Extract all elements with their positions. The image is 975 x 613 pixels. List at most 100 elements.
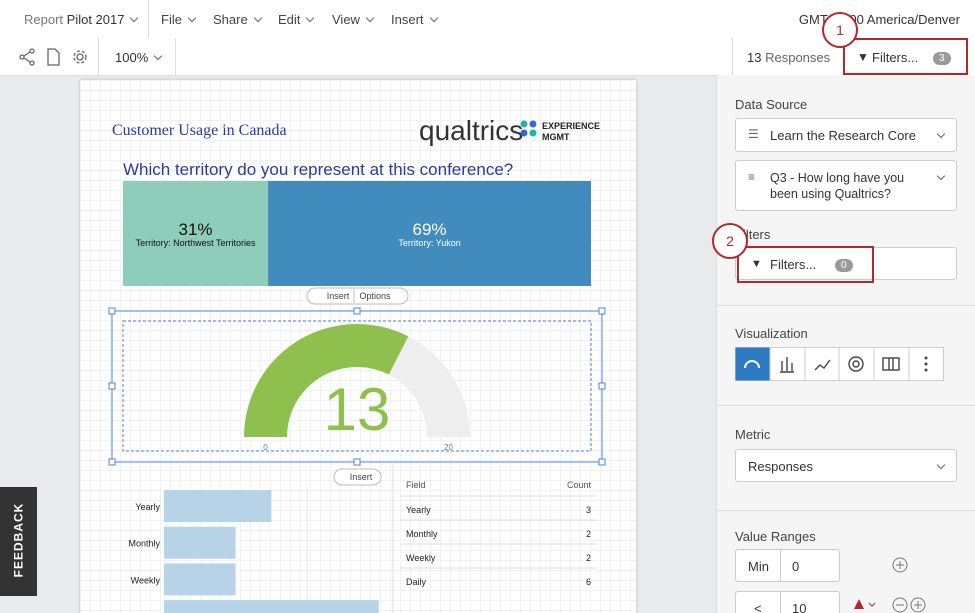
table-cell: 6 <box>586 577 591 587</box>
report-canvas: Customer Usage in Canada qualtrics EXPER… <box>108 115 606 613</box>
menu-item[interactable]: View <box>332 12 373 27</box>
feedback[interactable]: FEEDBACK <box>11 502 26 578</box>
separator <box>717 510 975 511</box>
feedback-tab[interactable]: FEEDBACK <box>0 487 37 596</box>
top-bar: Report Pilot 2017 File Share Edit View I… <box>0 0 975 39</box>
bar <box>164 563 236 596</box>
range-op: < <box>754 601 762 613</box>
min-input[interactable]: Min 0 <box>735 549 840 582</box>
separator <box>732 38 733 75</box>
data-source: Learn the Research Core <box>770 128 916 143</box>
separator <box>148 0 149 38</box>
gauge-fill <box>244 323 409 437</box>
visualization-buttons[interactable] <box>735 347 944 381</box>
report-name: Pilot 2017 <box>66 12 125 27</box>
table-cell: Weekly <box>406 553 436 563</box>
insert[interactable]: Insert <box>327 291 350 301</box>
toolbar-icons[interactable] <box>18 47 93 67</box>
responses-count: 13 <box>747 50 762 65</box>
segment-name: Territory: Northwest Territories <box>136 238 256 248</box>
segment-value: 69% <box>413 220 447 239</box>
menu-item[interactable]: File <box>161 12 195 27</box>
icon: ≡ <box>748 170 756 184</box>
table-cell: 2 <box>586 529 591 539</box>
label: Value Ranges <box>735 529 816 544</box>
insert[interactable]: Insert <box>350 472 373 482</box>
question-select: Q3 - How long have you been using Qualtr… <box>770 171 905 201</box>
table-header: Field <box>406 480 426 490</box>
report-label: Report <box>24 12 64 27</box>
filters-count: 3 <box>933 52 951 65</box>
callout: 1 <box>822 12 858 48</box>
filter-icon: ▼ <box>857 50 869 64</box>
caret <box>931 128 944 143</box>
range-value: 10 <box>792 601 807 613</box>
filters-text: Filters... <box>770 257 817 272</box>
label: Data Source <box>735 97 808 112</box>
gauge-min: 0 <box>263 443 268 452</box>
bar-chart: YearlyMonthlyWeeklyDaily <box>128 490 379 613</box>
bar-label: Yearly <box>135 502 160 512</box>
filter-icon: ▼ <box>751 258 762 270</box>
min-value: 0 <box>792 559 800 574</box>
responses[interactable]: 13 Responses <box>747 50 830 65</box>
side-panel: Data Source ☰ Learn the Research Core ≡ … <box>716 75 975 613</box>
bar-label: Monthly <box>128 539 160 549</box>
table-cell: Yearly <box>406 505 431 515</box>
logo: qualtrics <box>419 115 523 146</box>
table-cell: Monthly <box>406 529 438 539</box>
separator <box>175 38 176 75</box>
report-menu[interactable]: Report Pilot 2017 <box>24 12 137 27</box>
range-input[interactable]: < 10 <box>735 591 840 613</box>
menu-item[interactable]: Insert <box>391 12 437 27</box>
logo-dots <box>520 120 537 137</box>
zoom[interactable]: 100% <box>115 50 161 65</box>
separator <box>780 550 781 581</box>
table-cell: 2 <box>586 553 591 563</box>
logo-tag: MGMT <box>542 132 570 142</box>
menu-item[interactable]: Share <box>213 12 261 27</box>
gauge: 13 0 20 <box>244 323 470 452</box>
options[interactable]: Options <box>359 291 391 301</box>
separator <box>98 38 99 75</box>
filters-count: 0 <box>835 259 853 272</box>
segment <box>268 181 591 286</box>
dropdown[interactable]: ≡ Q3 - How long have you been using Qual… <box>735 160 957 211</box>
insert-options[interactable]: Insert Options <box>306 287 409 305</box>
separator <box>717 405 975 406</box>
caret <box>931 459 944 474</box>
filters-button[interactable]: ▼ Filters... 3 <box>843 38 968 75</box>
table-header: Count <box>567 480 592 490</box>
gauge-value: 13 <box>324 376 391 443</box>
selection <box>108 307 606 466</box>
callout: 2 <box>712 223 748 259</box>
responses-label: Responses <box>765 50 831 65</box>
table-cell: Daily <box>406 577 427 587</box>
report-title: Customer Usage in Canada <box>112 122 287 139</box>
segment-name: Territory: Yukon <box>398 238 460 248</box>
label: Metric <box>735 427 771 442</box>
dropdown[interactable]: Responses <box>735 449 957 482</box>
breakdown: 31%Territory: Northwest Territories 69%Te… <box>123 181 591 286</box>
label: Visualization <box>735 326 808 341</box>
min-label: Min <box>748 559 769 574</box>
range-controls[interactable] <box>847 553 927 613</box>
separator <box>780 592 781 613</box>
menu-item[interactable]: Edit <box>278 12 313 27</box>
toolbar: 100% 13 Responses ▼ Filters... 3 <box>0 38 975 76</box>
dropdown[interactable]: ☰ Learn the Research Core <box>735 118 957 152</box>
question: Which territory do you represent at this… <box>123 160 513 179</box>
segment-value: 31% <box>179 220 213 239</box>
caret <box>931 170 944 185</box>
table: Field Count Yearly 3 Monthly 2 Weekly 2 Daily 6 <box>400 480 597 587</box>
separator <box>717 305 975 306</box>
table-cell: 3 <box>586 505 591 515</box>
metric: Responses <box>748 459 814 474</box>
filters-text: Filters... <box>872 50 919 65</box>
filters-button[interactable]: ▼ Filters... 0 <box>737 246 874 283</box>
logo-tag: EXPERIENCE <box>542 121 600 131</box>
insert-button[interactable]: Insert <box>333 468 382 486</box>
icon: ☰ <box>748 127 759 141</box>
gauge-max: 20 <box>444 443 453 452</box>
